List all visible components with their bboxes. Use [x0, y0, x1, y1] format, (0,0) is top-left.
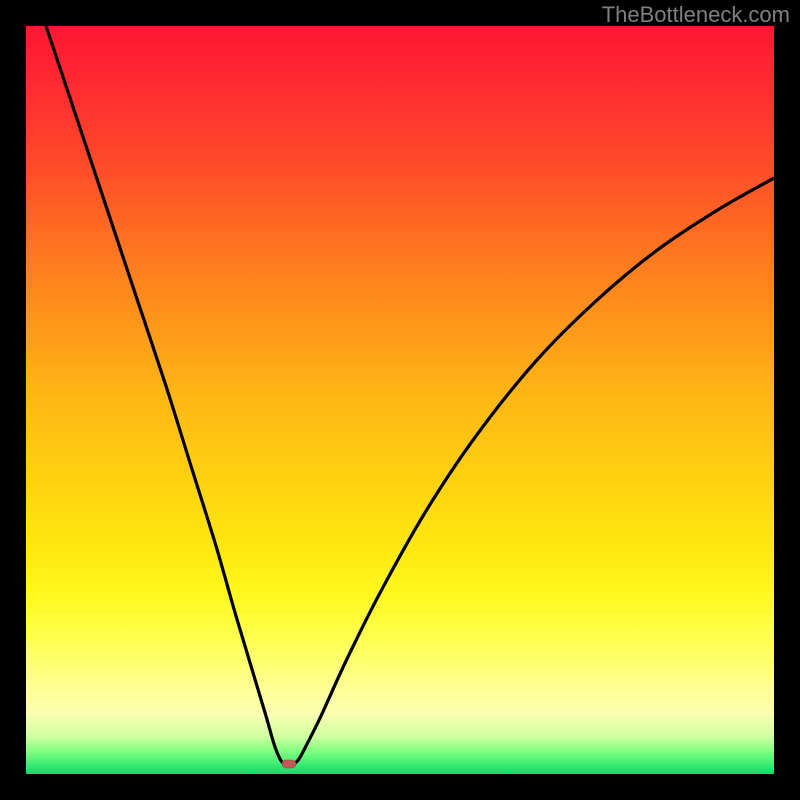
chart-container: TheBottleneck.com: [0, 0, 800, 800]
minimum-marker: [282, 760, 296, 768]
left-curve-branch: [46, 26, 284, 764]
plot-area: [26, 26, 774, 774]
watermark-text: TheBottleneck.com: [602, 2, 790, 28]
curve-overlay: [26, 26, 774, 774]
right-curve-branch: [294, 178, 774, 764]
